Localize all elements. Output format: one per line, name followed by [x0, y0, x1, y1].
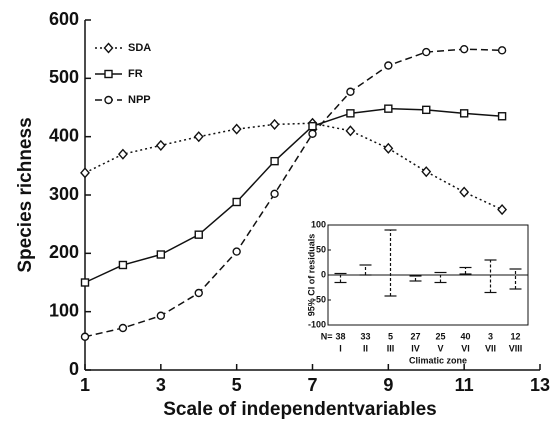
n-label: 12	[510, 331, 520, 341]
x-tick-label: 7	[307, 375, 317, 395]
x-tick-label: 11	[455, 375, 474, 395]
marker	[156, 311, 166, 320]
x-tick-label: 9	[383, 375, 393, 395]
marker	[156, 250, 166, 259]
legend-marker	[103, 42, 114, 54]
y-tick-label: 100	[311, 219, 326, 229]
marker	[270, 189, 279, 199]
marker	[459, 186, 470, 198]
marker	[422, 105, 431, 115]
series-line	[84, 48, 503, 338]
marker	[117, 148, 128, 160]
marker	[194, 230, 203, 239]
y-axis-label: Species richness	[15, 117, 36, 272]
n-label: 5	[388, 331, 393, 341]
x-axis-label: Climatic zone	[409, 355, 467, 365]
marker	[118, 260, 128, 270]
marker	[269, 118, 280, 130]
n-label: 3	[488, 331, 493, 341]
x-tick-label: 5	[232, 375, 242, 395]
marker	[384, 104, 393, 113]
series-line	[84, 107, 503, 284]
marker	[232, 197, 241, 207]
x-tick-label: 3	[156, 375, 166, 395]
marker	[421, 166, 432, 178]
y-tick-label: 100	[49, 300, 79, 320]
n-label: 27	[410, 331, 420, 341]
n-prefix: N=	[321, 331, 333, 341]
n-label: 25	[435, 331, 445, 341]
x-tick-label: IV	[411, 343, 420, 353]
x-tick-label: VII	[485, 343, 496, 353]
marker	[459, 109, 469, 118]
marker	[345, 125, 356, 137]
y-tick-label: -100	[308, 319, 326, 329]
legend-label: NPP	[128, 94, 151, 106]
marker	[80, 332, 90, 341]
y-tick-label: 50	[316, 244, 326, 254]
marker	[308, 129, 317, 138]
marker	[346, 109, 355, 118]
x-tick-label: 1	[80, 375, 90, 395]
series-line	[84, 122, 503, 211]
marker	[497, 204, 508, 216]
x-tick-label: VIII	[509, 343, 523, 353]
x-tick-label: I	[339, 343, 342, 353]
legend-label: FR	[128, 68, 143, 80]
marker	[232, 247, 241, 256]
y-tick-label: -50	[313, 294, 326, 304]
marker	[155, 139, 166, 151]
y-tick-label: 200	[49, 242, 79, 262]
marker	[194, 288, 203, 298]
x-tick-label: 13	[530, 375, 550, 395]
y-axis-label: 95% CI of residuals	[306, 234, 316, 317]
y-tick-label: 400	[49, 125, 79, 145]
marker	[270, 156, 279, 166]
marker	[346, 87, 355, 96]
n-label: 40	[460, 331, 470, 341]
legend-label: SDA	[128, 42, 151, 54]
x-axis-label: Scale of independentvariables	[163, 399, 436, 420]
marker	[459, 44, 469, 54]
marker	[231, 123, 242, 135]
marker	[383, 142, 394, 154]
y-tick-label: 0	[69, 359, 79, 379]
marker	[384, 61, 393, 70]
y-tick-label: 300	[49, 184, 79, 204]
marker	[80, 278, 90, 287]
y-tick-label: 600	[49, 9, 79, 29]
marker	[118, 323, 128, 333]
marker	[422, 47, 431, 57]
n-label: 33	[360, 331, 370, 341]
x-tick-label: II	[363, 343, 368, 353]
marker	[80, 167, 90, 179]
y-tick-label: 0	[321, 269, 326, 279]
legend-marker	[104, 95, 113, 105]
legend-marker	[104, 69, 113, 79]
x-tick-label: V	[437, 343, 443, 353]
n-label: 38	[335, 331, 345, 341]
marker	[308, 121, 317, 131]
marker	[193, 131, 204, 143]
y-tick-label: 500	[49, 67, 79, 87]
marker	[497, 46, 507, 55]
marker	[497, 112, 507, 121]
x-tick-label: III	[387, 343, 395, 353]
x-tick-label: VI	[461, 343, 470, 353]
